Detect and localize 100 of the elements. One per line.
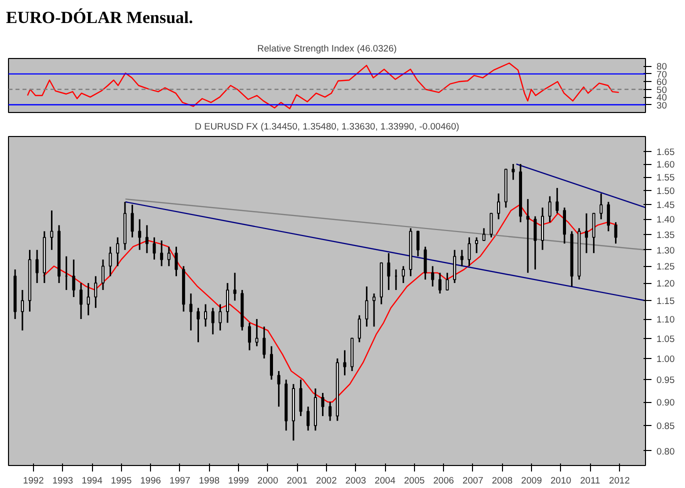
candlestick [262, 326, 266, 360]
candlestick [372, 292, 376, 328]
x-tick-label: 2006 [433, 476, 454, 486]
y-tick-label: 1.35 [656, 230, 675, 240]
y-tick-label: 1.20 [656, 278, 675, 289]
x-tick-label: 1993 [52, 476, 74, 486]
candlestick [108, 246, 112, 277]
candlestick [226, 282, 230, 324]
candlestick [584, 212, 588, 254]
y-tick-label: 1.55 [656, 172, 675, 183]
candlestick [328, 401, 332, 422]
candlestick [534, 216, 537, 270]
candlestick [606, 201, 610, 232]
candlestick [475, 236, 478, 254]
candlestick [365, 286, 368, 328]
y-tick-label: 1.65 [656, 146, 675, 157]
candlestick [468, 236, 471, 267]
candlestick [196, 307, 200, 343]
x-tick-label: 2004 [374, 476, 396, 486]
y-tick-label: 1.40 [656, 214, 675, 225]
candlestick [167, 246, 170, 267]
candlestick [453, 249, 456, 284]
x-tick-label: 2009 [521, 476, 542, 486]
x-tick-label: 2000 [257, 476, 278, 486]
y-tick-label: 0.85 [656, 421, 675, 432]
y-tick-label: 0.80 [656, 446, 675, 456]
candlestick [86, 282, 90, 316]
candlestick [299, 378, 302, 417]
candlestick [277, 370, 280, 408]
x-tick-label: 2002 [316, 476, 337, 486]
candlestick [600, 192, 603, 220]
candlestick [438, 272, 442, 294]
chart-title: EURO-DÓLAR Mensual. [6, 7, 194, 29]
y-tick-label: 50 [656, 84, 667, 95]
candlestick [270, 345, 273, 380]
line-series [26, 62, 620, 110]
y-tick-label: 40 [656, 92, 667, 103]
candlestick [562, 206, 566, 244]
candlestick [482, 227, 486, 242]
y-tick-label: 0.90 [656, 398, 675, 408]
y-tick-label: 30 [656, 100, 667, 110]
x-tick-label: 2011 [580, 476, 600, 486]
y-tick-label: 1.05 [656, 334, 675, 344]
candlestick [72, 258, 76, 298]
candlestick [512, 163, 515, 181]
x-tick-label: 2003 [345, 476, 366, 486]
x-tick-label: 1992 [23, 476, 44, 486]
candlestick [321, 392, 324, 417]
chart-subtitle: D EURUSD FX (1.34450, 1.35480, 1.33630, 1.33990, -0.00460) [194, 122, 460, 132]
x-tick-label: 2007 [462, 476, 484, 486]
candlestick [592, 212, 596, 254]
candlestick [101, 258, 105, 291]
candlestick [189, 292, 192, 332]
candlestick [387, 252, 390, 291]
x-tick-label: 2005 [404, 476, 425, 486]
y-tick-label: 1.00 [656, 354, 675, 364]
candlestick [424, 246, 427, 280]
candlestick [248, 322, 252, 352]
candlestick [50, 210, 54, 251]
y-tick-label: 1.60 [656, 160, 675, 170]
x-tick-label: 2010 [550, 476, 572, 486]
chart-subtitle: Relative Strength Index (46.0326) [257, 44, 397, 54]
candlestick [174, 246, 178, 277]
candlestick [548, 196, 552, 223]
candlestick [218, 303, 222, 332]
candlestick [94, 275, 98, 309]
y-tick-label: 1.30 [656, 245, 675, 256]
x-tick-label: 2012 [609, 476, 630, 486]
candlestick [526, 198, 530, 274]
candlestick [497, 192, 500, 220]
candlestick [306, 406, 310, 432]
candlestick [145, 224, 148, 254]
candlestick [211, 307, 214, 336]
candlestick [233, 272, 236, 302]
candlestick [460, 249, 464, 267]
candlestick [138, 218, 142, 251]
y-tick-label: 1.15 [656, 296, 675, 306]
x-tick-label: 1995 [110, 476, 132, 486]
y-tick-label: 1.45 [656, 200, 675, 210]
y-tick-label: 1.25 [656, 262, 675, 272]
x-tick-label: 2001 [286, 476, 308, 486]
candlestick [402, 265, 405, 284]
candlestick [416, 230, 420, 258]
candlestick [116, 236, 120, 267]
y-tick-label: 80 [656, 62, 667, 72]
candlestick [614, 221, 618, 244]
y-tick-label: 70 [656, 69, 667, 80]
y-tick-label: 0.95 [656, 375, 675, 386]
candlestick [160, 240, 164, 267]
candlestick [79, 282, 83, 320]
candlestick [343, 350, 346, 376]
candlestick [431, 265, 434, 288]
candlestick [255, 318, 258, 347]
candlestick [36, 249, 39, 284]
x-tick-label: 1997 [170, 476, 190, 486]
x-tick-label: 1994 [82, 476, 102, 486]
candlestick [556, 187, 559, 214]
y-tick-label: 1.50 [656, 186, 675, 196]
candlestick [152, 236, 156, 260]
y-tick-label: 60 [656, 77, 667, 88]
